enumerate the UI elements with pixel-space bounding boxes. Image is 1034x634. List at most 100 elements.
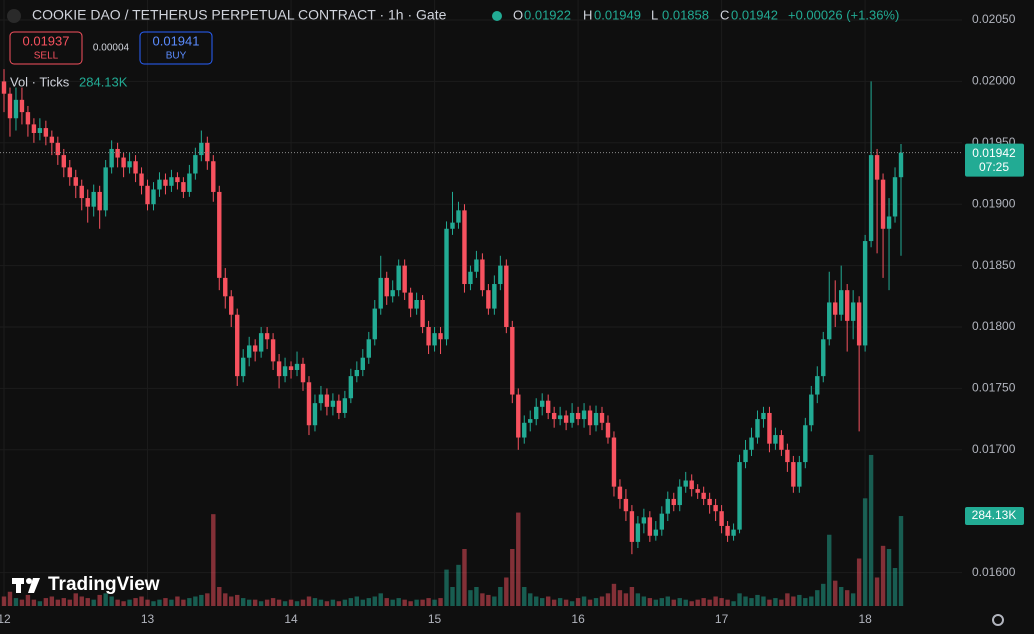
candle-body — [229, 296, 234, 315]
y-tick-label: 0.01750 — [972, 381, 1016, 395]
last-price-label: 0.01942 — [972, 146, 1016, 160]
candle-body — [426, 327, 431, 346]
candle-body — [169, 177, 174, 186]
volume-bar — [785, 593, 790, 606]
volume-bar — [19, 599, 25, 606]
ohlc-value: 0.01949 — [594, 7, 641, 22]
candle-body — [707, 498, 712, 506]
volume-bar — [623, 593, 629, 606]
volume-bar — [767, 599, 772, 606]
candle-body — [235, 314, 240, 377]
candle-body — [791, 462, 796, 487]
symbol-icon — [7, 9, 21, 23]
candle-body — [7, 93, 13, 119]
candle-body — [67, 167, 72, 178]
volume-bar — [850, 593, 856, 606]
volume-bar — [701, 598, 706, 606]
candle-body — [480, 259, 485, 291]
volume-bar — [79, 596, 84, 606]
volume-bar — [229, 596, 234, 606]
volume-bar — [235, 594, 240, 606]
volume-bar — [581, 596, 587, 606]
volume-bar — [743, 596, 748, 606]
volume-bar — [898, 516, 904, 606]
candle-body — [773, 435, 778, 444]
buy-label[interactable]: BUY — [166, 51, 187, 62]
candle-body — [300, 363, 306, 383]
spread: 0.00004 — [93, 43, 130, 54]
volume-bar — [671, 599, 676, 606]
volume-bar — [31, 599, 37, 606]
candle-body — [809, 394, 814, 426]
x-tick-label: 16 — [571, 612, 585, 626]
volume-bar — [420, 599, 425, 606]
volume-bar — [193, 596, 198, 606]
candle-body — [211, 161, 216, 192]
watermark: TradingView — [48, 574, 160, 595]
volume-bar — [390, 599, 395, 606]
volume-bar — [504, 577, 509, 606]
volume-bar — [755, 594, 760, 606]
buy-price[interactable]: 0.01941 — [153, 33, 200, 48]
candle-body — [659, 513, 664, 530]
candle-body — [761, 412, 766, 420]
volume-bar — [163, 598, 168, 606]
candle-body — [193, 155, 198, 174]
candle-body — [767, 412, 772, 444]
candle-body — [892, 177, 898, 217]
volume-bar — [528, 593, 533, 606]
volume-bar — [324, 601, 330, 606]
candle-body — [677, 486, 682, 506]
volume-bar — [288, 599, 294, 606]
last-volume-label: 284.13K — [972, 508, 1017, 522]
candle-body — [880, 179, 886, 229]
volume-title: Vol · Ticks — [10, 74, 70, 89]
volume-bar — [414, 599, 419, 606]
candle-body — [492, 284, 497, 309]
volume-bar — [749, 598, 754, 606]
candle-body — [528, 419, 533, 423]
candle-body — [414, 299, 419, 309]
candle-body — [444, 228, 449, 340]
candle-body — [635, 523, 641, 542]
candle-body — [103, 167, 108, 211]
volume-bar — [677, 598, 682, 606]
volume-bar — [791, 596, 796, 606]
buy-button[interactable] — [139, 31, 213, 65]
volume-bar — [85, 598, 90, 606]
volume-bar — [833, 580, 838, 606]
volume-bar — [402, 599, 407, 606]
y-tick-label: 0.02050 — [972, 12, 1016, 26]
sell-label[interactable]: SELL — [34, 51, 59, 62]
candle-body — [432, 333, 437, 346]
volume-bar — [665, 596, 670, 606]
candle-body — [199, 142, 204, 156]
candle-body — [605, 422, 611, 438]
settings-icon[interactable] — [992, 614, 1004, 626]
candle-body — [468, 271, 473, 285]
candle-body — [97, 191, 102, 211]
volume-bar — [611, 583, 617, 606]
volume-bar — [886, 549, 892, 606]
candle-body — [599, 412, 605, 423]
volume-bar — [103, 593, 108, 606]
sell-button[interactable] — [9, 31, 83, 65]
candle-body — [743, 449, 748, 463]
volume-bar — [803, 598, 808, 606]
ohlc-value: 0.01858 — [662, 7, 709, 22]
volume-bar — [737, 593, 742, 606]
candle-body — [641, 517, 647, 524]
volume-bar — [306, 596, 312, 606]
candle-body — [719, 511, 724, 526]
y-tick-label: 0.01850 — [972, 258, 1016, 272]
volume-bar — [187, 598, 192, 606]
volume-bar — [880, 545, 886, 606]
candle-body — [366, 339, 371, 358]
candle-body — [629, 511, 635, 542]
sell-price[interactable]: 0.01937 — [23, 33, 70, 48]
candle-body — [701, 492, 706, 499]
volume-bar — [462, 549, 467, 606]
volume-bar — [276, 599, 282, 606]
volume-bar — [115, 599, 120, 606]
volume-bar — [312, 598, 318, 606]
